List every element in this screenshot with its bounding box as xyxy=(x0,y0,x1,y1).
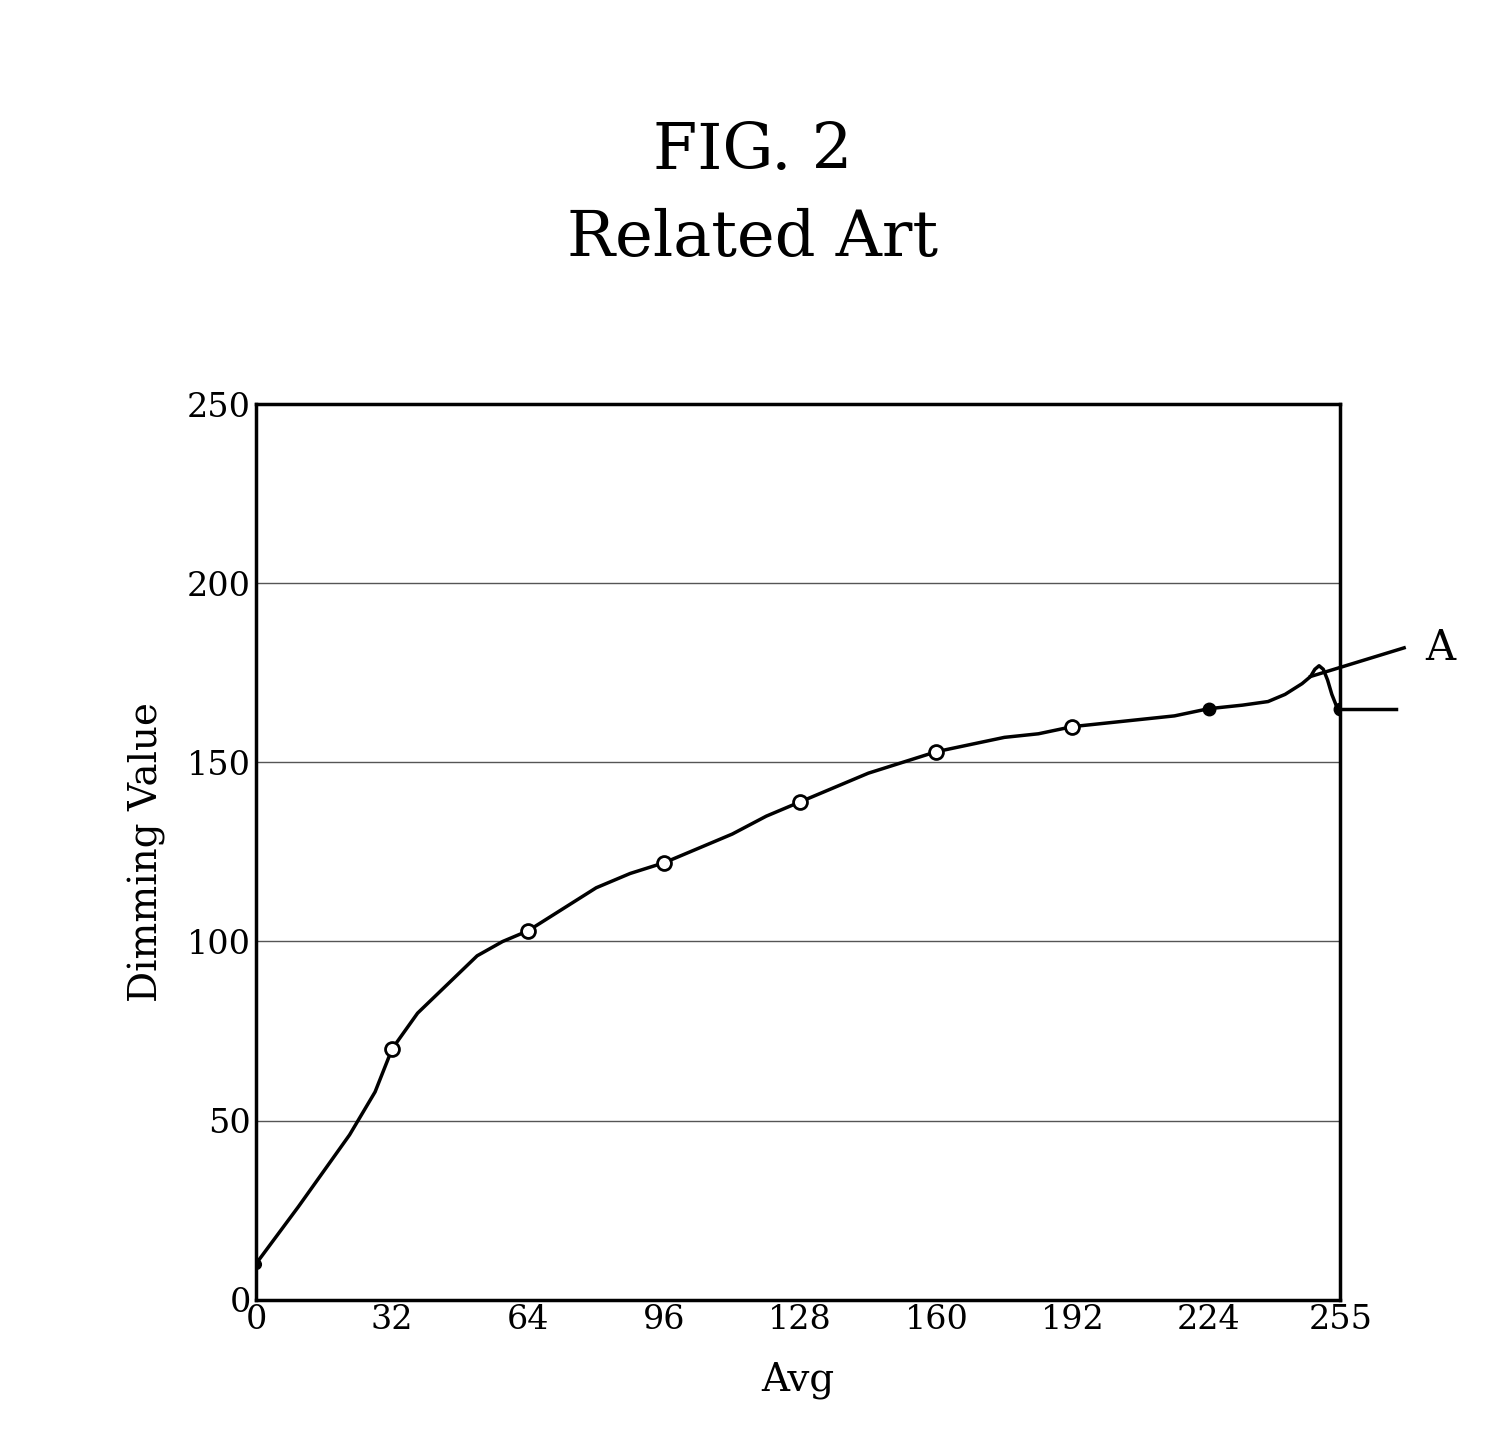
Y-axis label: Dimming Value: Dimming Value xyxy=(128,702,166,1002)
Text: Related Art: Related Art xyxy=(568,208,938,269)
X-axis label: Avg: Avg xyxy=(762,1362,834,1399)
Text: A: A xyxy=(1425,627,1455,669)
Text: FIG. 2: FIG. 2 xyxy=(654,121,852,182)
